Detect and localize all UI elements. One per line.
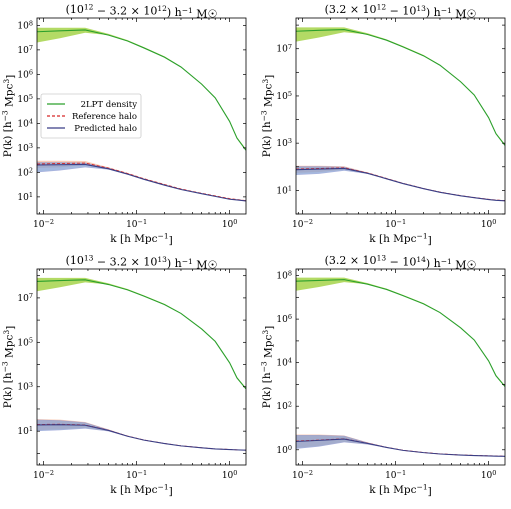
x-tick-label: 10−2​ xyxy=(33,218,54,230)
y-tick-label: 105​ xyxy=(276,90,292,102)
y-tick-label: 103​ xyxy=(17,381,33,393)
y-tick-label: 104​ xyxy=(17,117,33,129)
panel-1: 10−2​ 10−1​ 100​ 101​ 102​ 103​ 104​ 105​ 106​ 10… xyxy=(1,3,247,247)
panel-title: (3.2 × 1013​ − 1014​) h−1​ M☉ xyxy=(325,254,477,272)
y-tick-label: 107​ xyxy=(17,44,33,56)
y-axis-label: P(k) [h−3​ Mpc3​] xyxy=(260,326,276,408)
x-tick-label: 10−2​ xyxy=(292,469,313,481)
panel-title: (1012​ − 3.2 × 1012​) h−1​ M☉ xyxy=(66,3,218,21)
y-tick-label: 103​ xyxy=(17,142,33,154)
y-axis-label: P(k) [h−3​ Mpc3​] xyxy=(1,75,17,157)
x-axis-label: k [h Mpc−1​] xyxy=(110,483,172,498)
axes-frame xyxy=(36,268,247,466)
line-predicted-halo xyxy=(37,163,246,202)
band-predicted-halo-light xyxy=(37,420,128,437)
band-predicted-halo xyxy=(37,162,246,202)
y-tick-label: 104​ xyxy=(276,357,292,369)
band-2lpt-density xyxy=(37,277,246,389)
y-axis-label: P(k) [h−3​ Mpc3​] xyxy=(1,326,17,408)
x-tick-label: 100​ xyxy=(222,218,238,230)
y-tick-label: 106​ xyxy=(17,68,33,80)
y-tick-label: 106​ xyxy=(276,313,292,325)
line-reference-halo xyxy=(37,162,246,202)
legend-entry: 2LPT density xyxy=(81,100,138,110)
x-tick-label: 10−1​ xyxy=(385,469,406,481)
x-tick-label: 100​ xyxy=(481,469,497,481)
y-tick-label: 101​ xyxy=(17,191,33,203)
plot-area xyxy=(37,277,246,451)
x-tick-label: 100​ xyxy=(481,218,497,230)
plot-area xyxy=(296,277,505,457)
y-tick-label: 102​ xyxy=(17,166,33,178)
x-axis-label: k [h Mpc−1​] xyxy=(369,483,431,498)
x-tick-label: 10−1​ xyxy=(126,218,147,230)
band-2lpt-density xyxy=(296,277,505,387)
line-2lpt-density xyxy=(296,28,505,146)
x-tick-label: 10−2​ xyxy=(33,469,54,481)
y-tick-label: 101​ xyxy=(276,184,292,196)
band-predicted-halo xyxy=(37,419,246,451)
band-2lpt-density xyxy=(296,27,505,146)
band-predicted-halo-light xyxy=(296,166,387,179)
x-tick-label: 10−1​ xyxy=(385,218,406,230)
y-tick-label: 108​ xyxy=(17,19,33,31)
panel-title: (1013​ − 3.2 × 1013​) h−1​ M☉ xyxy=(66,254,218,272)
y-tick-label: 108​ xyxy=(276,270,292,282)
plot-area xyxy=(37,27,246,202)
line-predicted-halo xyxy=(37,424,246,451)
y-tick-label: 107​ xyxy=(276,43,292,55)
line-2lpt-density xyxy=(37,279,246,390)
legend-entry: Reference halo xyxy=(72,112,137,122)
line-2lpt-density xyxy=(37,29,246,151)
y-tick-label: 102​ xyxy=(276,400,292,412)
y-tick-label: 105​ xyxy=(17,336,33,348)
panel-4: 10−2​ 10−1​ 100​ 100​ 102​ 104​ 106​ 108​ k [h M… xyxy=(260,254,506,498)
y-tick-label: 105​ xyxy=(17,93,33,105)
legend: 2LPT density Reference halo Predicted halo xyxy=(40,93,142,139)
x-tick-label: 10−1​ xyxy=(126,469,147,481)
axes-frame xyxy=(295,268,506,466)
panel-2: 10−2​ 10−1​ 100​ 101​ 103​ 105​ 107​ k [h Mpc−1… xyxy=(260,3,506,247)
line-predicted-halo xyxy=(296,167,505,202)
line-predicted-halo xyxy=(296,438,505,457)
x-axis-label: k [h Mpc−1​] xyxy=(369,232,431,247)
axes-frame xyxy=(36,17,247,215)
axes-frame xyxy=(295,17,506,215)
panel-3: 10−2​ 10−1​ 100​ 101​ 103​ 105​ 107​ k [h Mpc−1… xyxy=(1,254,247,498)
y-tick-label: 101​ xyxy=(17,425,33,437)
x-axis-label: k [h Mpc−1​] xyxy=(110,232,172,247)
x-tick-label: 10−2​ xyxy=(292,218,313,230)
panel-title: (3.2 × 1012​ − 1013​) h−1​ M☉ xyxy=(325,3,477,21)
plot-area xyxy=(296,27,505,202)
band-predicted-halo xyxy=(296,166,505,202)
legend-entry: Predicted halo xyxy=(74,124,137,134)
y-tick-label: 100​ xyxy=(276,444,292,456)
y-axis-label: P(k) [h−3​ Mpc3​] xyxy=(260,75,276,157)
x-tick-label: 100​ xyxy=(222,469,238,481)
y-tick-label: 107​ xyxy=(17,292,33,304)
line-2lpt-density xyxy=(296,279,505,387)
band-predicted-halo-light xyxy=(37,162,128,175)
y-tick-label: 103​ xyxy=(276,137,292,149)
band-predicted-halo-light xyxy=(296,435,387,449)
